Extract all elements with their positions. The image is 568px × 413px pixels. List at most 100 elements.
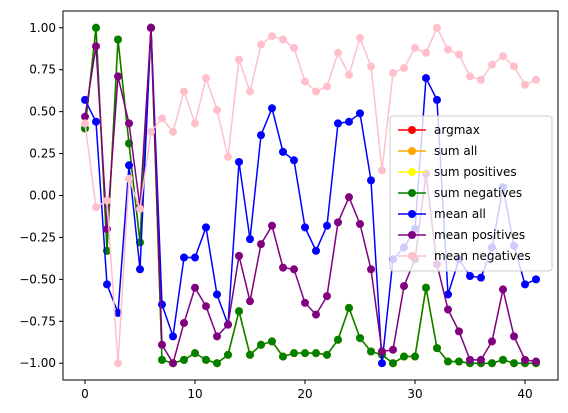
data-point-mean-all [268, 104, 276, 113]
data-point-mean-negatives [323, 82, 331, 91]
data-point-mean-positives [521, 355, 529, 364]
data-point-mean-all [290, 156, 298, 165]
data-point-mean-all [114, 308, 122, 317]
data-point-mean-negatives [466, 72, 474, 81]
data-point-mean-all [444, 290, 452, 299]
data-point-mean-all [125, 161, 133, 170]
legend-marker [408, 147, 416, 155]
data-point-mean-positives [213, 332, 221, 341]
legend-label: mean positives [434, 228, 525, 242]
data-point-mean-negatives [103, 196, 111, 205]
data-point-sum-negatives [180, 355, 188, 364]
data-point-mean-negatives [268, 32, 276, 41]
data-point-mean-positives [92, 42, 100, 51]
y-axis: −1.00 −0.75 −0.50 −0.25 0.00 0.25 0.50 0.75 1.00 [19, 21, 63, 370]
data-point-mean-positives [466, 355, 474, 364]
data-point-mean-negatives [477, 75, 485, 84]
x-tick-label: 40 [517, 387, 532, 401]
data-point-mean-all [477, 273, 485, 282]
data-point-mean-positives [235, 251, 243, 260]
data-point-sum-negatives [323, 350, 331, 359]
y-tick-label: −0.25 [19, 230, 56, 244]
data-point-mean-positives [169, 359, 177, 368]
data-point-mean-negatives [169, 127, 177, 136]
data-point-sum-negatives [367, 347, 375, 356]
data-point-mean-positives [147, 23, 155, 32]
data-point-sum-negatives [312, 349, 320, 358]
legend-item-argmax: argmax [398, 123, 480, 137]
legend: argmax sum all sum positives sum negatives m… [389, 115, 553, 272]
plot-frame [62, 10, 559, 381]
data-point-mean-positives [378, 347, 386, 356]
data-point-mean-all [422, 74, 430, 83]
data-point-sum-negatives [488, 359, 496, 368]
data-point-mean-negatives [301, 77, 309, 86]
data-point-mean-positives [246, 297, 254, 306]
data-point-mean-positives [290, 265, 298, 274]
data-point-sum-negatives [191, 349, 199, 358]
data-point-sum-negatives [246, 350, 254, 359]
data-point-mean-positives [488, 337, 496, 346]
data-point-mean-negatives [532, 75, 540, 84]
y-tick-label: 0.00 [29, 189, 56, 203]
data-point-mean-negatives [367, 62, 375, 71]
y-tick-label: 0.50 [29, 105, 56, 119]
data-point-mean-negatives [235, 55, 243, 64]
data-point-mean-negatives [433, 23, 441, 32]
legend-item-mean-all: mean all [398, 207, 486, 221]
data-point-mean-all [323, 221, 331, 230]
series-mean-negatives [81, 23, 540, 368]
data-point-mean-all [246, 235, 254, 244]
data-point-sum-negatives [290, 349, 298, 358]
data-point-mean-all [345, 117, 353, 126]
data-point-mean-positives [191, 283, 199, 292]
data-point-mean-positives [224, 320, 232, 329]
data-point-sum-negatives [158, 355, 166, 364]
legend-marker [408, 252, 416, 260]
legend-marker [408, 189, 416, 197]
data-point-sum-negatives [268, 337, 276, 346]
data-point-mean-positives [81, 112, 89, 121]
data-point-mean-positives [444, 305, 452, 314]
data-point-mean-all [191, 253, 199, 262]
data-point-mean-positives [477, 355, 485, 364]
data-point-mean-positives [356, 220, 364, 229]
data-point-mean-negatives [400, 64, 408, 73]
legend-label: sum negatives [434, 186, 522, 200]
data-point-mean-negatives [246, 87, 254, 96]
data-point-mean-negatives [345, 70, 353, 79]
x-axis: 0 10 20 30 40 [81, 380, 533, 401]
data-point-mean-positives [268, 221, 276, 230]
legend-marker [408, 231, 416, 239]
data-point-mean-positives [257, 240, 265, 249]
data-point-mean-positives [510, 332, 518, 341]
data-point-mean-positives [532, 357, 540, 366]
data-point-sum-negatives [499, 355, 507, 364]
y-tick-label: 0.25 [29, 147, 56, 161]
data-point-mean-all [92, 117, 100, 126]
data-point-mean-positives [279, 263, 287, 272]
data-point-sum-negatives [444, 357, 452, 366]
data-point-sum-negatives [433, 344, 441, 353]
data-point-mean-negatives [125, 174, 133, 183]
data-point-mean-negatives [158, 114, 166, 123]
y-tick-label: −0.75 [19, 314, 56, 328]
data-point-mean-negatives [191, 119, 199, 128]
x-tick-label: 0 [81, 387, 89, 401]
data-point-mean-negatives [180, 87, 188, 96]
legend-item-sum-positives: sum positives [398, 165, 517, 179]
data-point-sum-negatives [92, 23, 100, 32]
legend-marker [408, 168, 416, 176]
data-point-mean-positives [400, 282, 408, 291]
legend-label: mean negatives [434, 249, 531, 263]
data-point-mean-negatives [114, 359, 122, 368]
legend-label: sum positives [434, 165, 517, 179]
x-tick-label: 30 [407, 387, 422, 401]
data-point-sum-negatives [202, 355, 210, 364]
legend-item-sum-all: sum all [398, 144, 477, 158]
data-point-mean-negatives [136, 204, 144, 213]
data-point-mean-negatives [510, 62, 518, 71]
data-point-mean-negatives [521, 80, 529, 89]
data-point-mean-all [301, 223, 309, 232]
